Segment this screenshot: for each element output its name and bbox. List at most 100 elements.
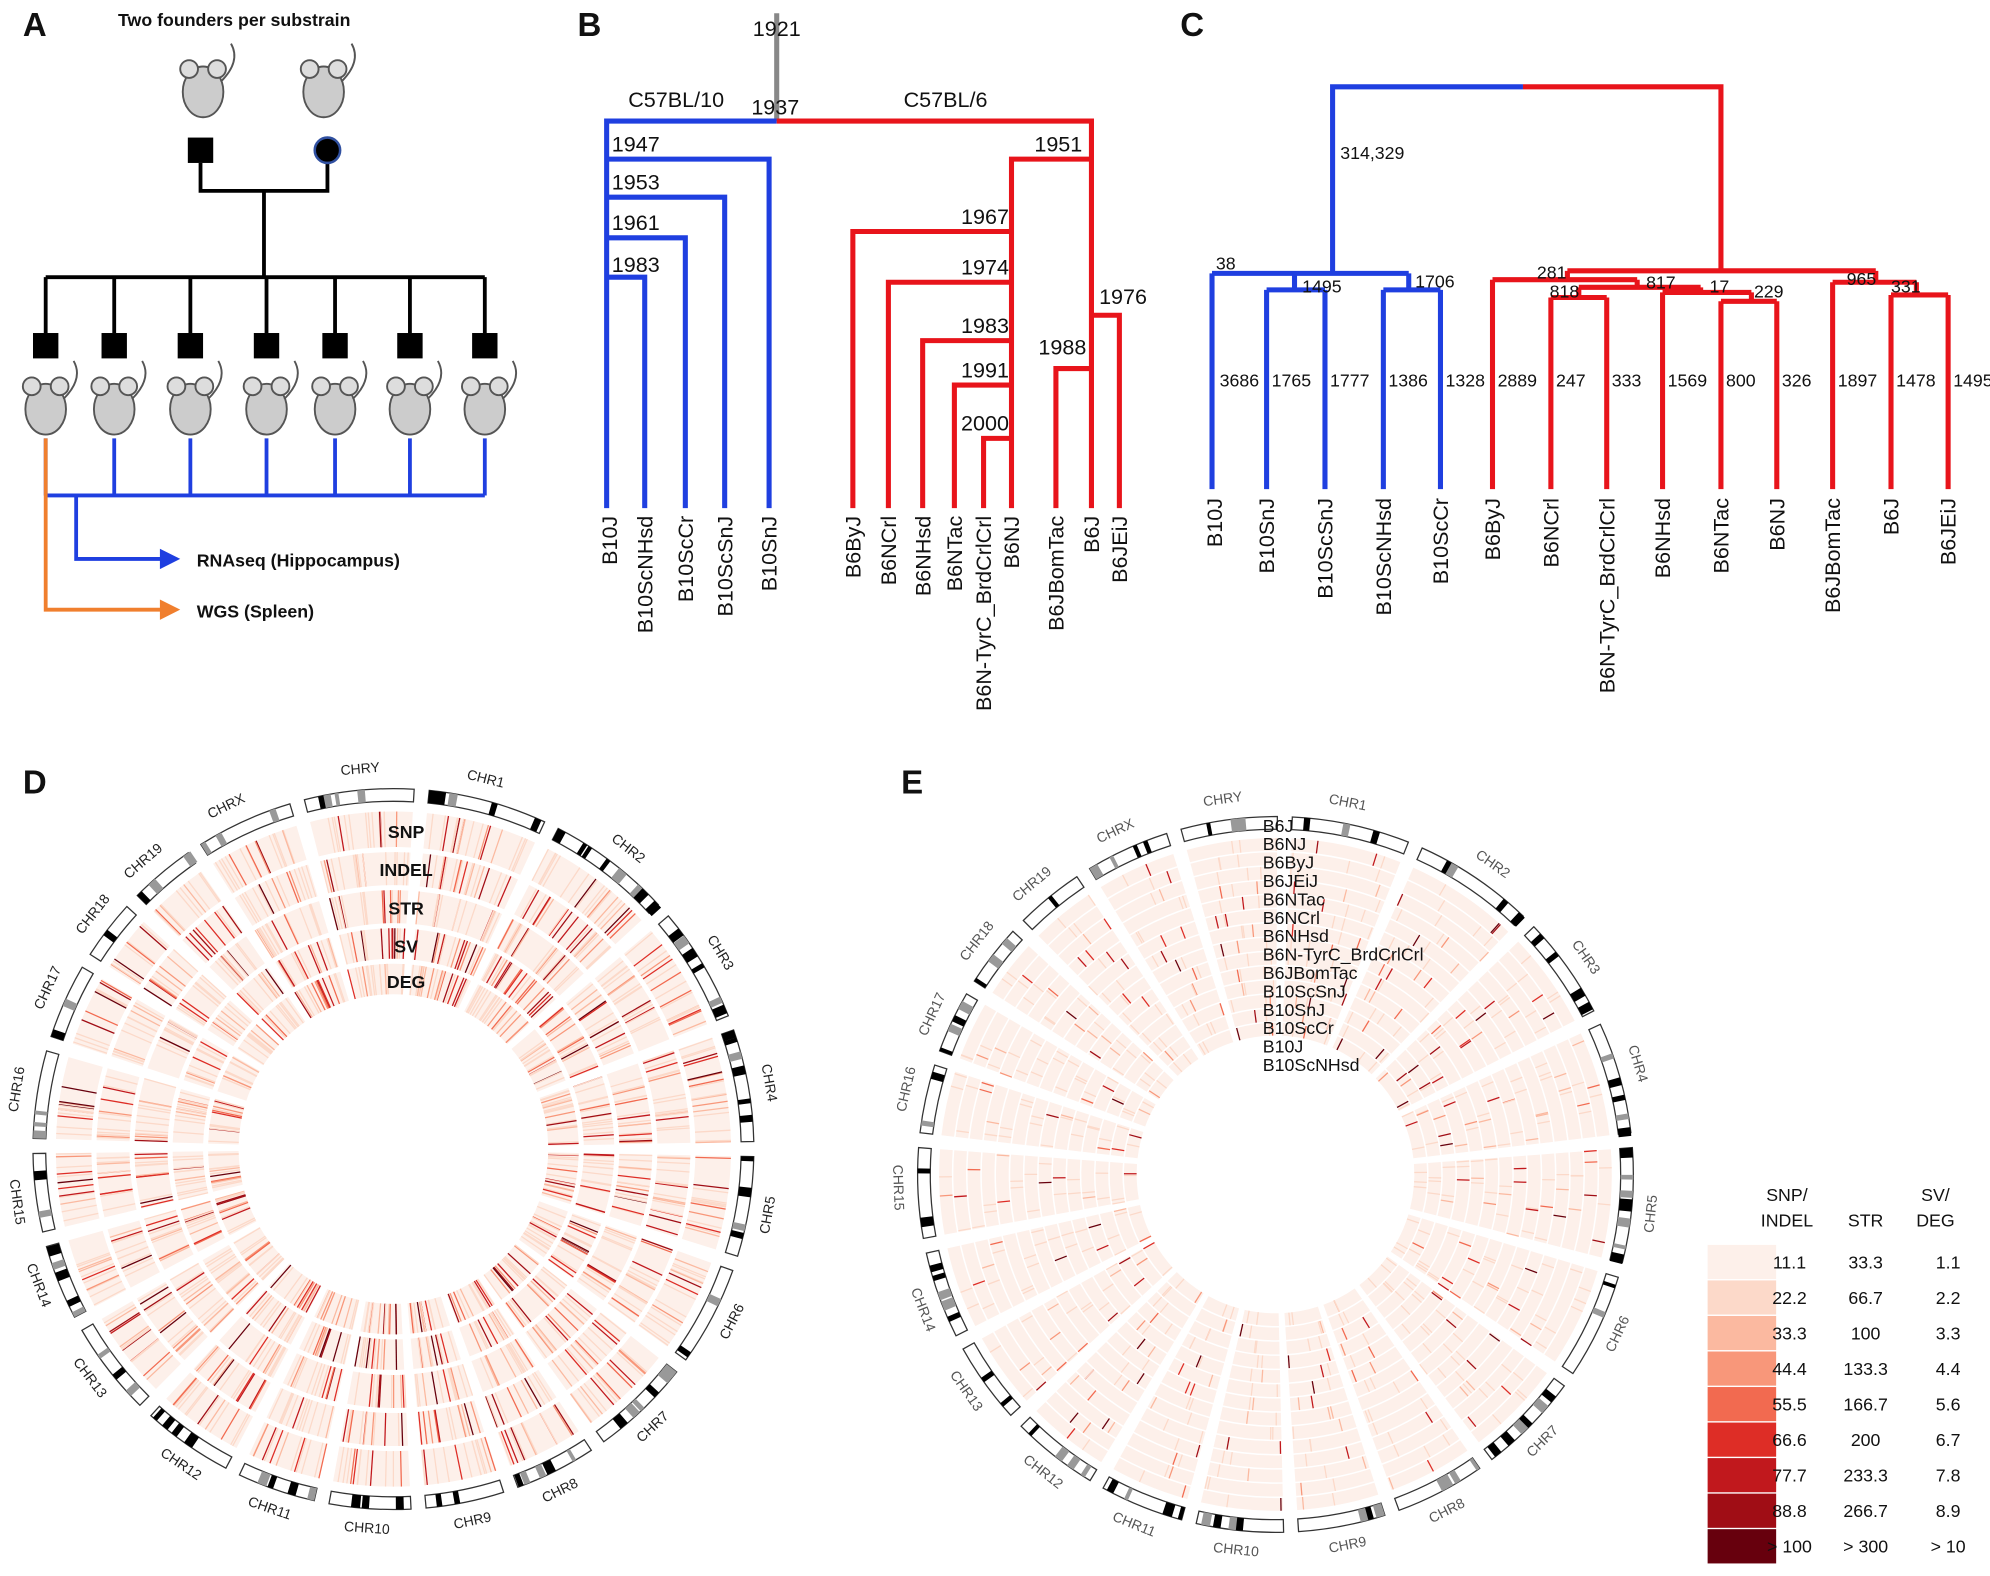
heat-stripe (1483, 936, 1494, 947)
heat-stripe (183, 1281, 211, 1302)
heat-stripe (278, 1311, 296, 1339)
heat-stripe (456, 940, 469, 970)
heat-stripe (1309, 1438, 1312, 1452)
heat-stripe (614, 1194, 647, 1203)
chromosome-label: CHRX (205, 790, 248, 822)
heat-track (1385, 1281, 1433, 1330)
heat-stripe (1501, 1385, 1512, 1395)
heat-track (1194, 866, 1278, 890)
heat-stripe (660, 991, 693, 1010)
heat-track (999, 1026, 1033, 1078)
heat-stripe (96, 1136, 130, 1140)
heat-stripe (98, 1110, 132, 1116)
heat-stripe (1088, 1006, 1099, 1016)
heat-stripe (1578, 1286, 1591, 1293)
heat-stripe (1067, 1352, 1078, 1362)
heat-stripe (540, 1008, 565, 1029)
heat-stripe (326, 938, 337, 968)
heat-track (1038, 1156, 1055, 1217)
heat-stripe (367, 1338, 373, 1369)
strain-label: B6JBomTac (1263, 963, 1358, 983)
heat-stripe (1133, 1277, 1145, 1287)
heat-stripe (1439, 1418, 1448, 1431)
heat-stripe (1136, 1320, 1146, 1331)
mice (21, 43, 518, 436)
heat-stripe (1257, 895, 1260, 909)
heat-track (1498, 951, 1562, 1034)
heat-track (496, 918, 584, 996)
heat-stripe (566, 1292, 593, 1316)
heat-track (1393, 1290, 1444, 1341)
heat-stripe (507, 1300, 527, 1326)
heat-stripe (269, 1010, 291, 1035)
heat-stripe (543, 956, 567, 982)
ideogram-band (1080, 1463, 1092, 1478)
heat-track (1028, 974, 1070, 1023)
heat-stripe (1160, 950, 1168, 963)
heat-track (1026, 1097, 1049, 1147)
heat-stripe (179, 1002, 208, 1023)
heat-stripe (625, 1006, 655, 1024)
heat-stripe (1473, 1305, 1485, 1314)
heat-stripe (431, 855, 438, 889)
heat-stripe (613, 985, 642, 1005)
heat-stripe (1189, 1383, 1196, 1396)
heat-stripe (570, 988, 598, 1011)
heat-stripe (637, 950, 667, 973)
heat-stripe (1246, 1411, 1249, 1424)
heat-track (1402, 1218, 1435, 1267)
heat-stripe (1534, 1026, 1547, 1034)
heat-stripe (1534, 1236, 1548, 1241)
heat-stripe (542, 1099, 573, 1109)
heat-stripe (579, 1105, 611, 1113)
heat-stripe (431, 932, 439, 963)
heat-stripe (1508, 1303, 1520, 1311)
heat-track (1293, 1441, 1366, 1468)
heat-stripe (1537, 1120, 1550, 1125)
heat-stripe (370, 965, 376, 996)
mouse-ear (21, 376, 42, 397)
heat-stripe (164, 1026, 195, 1044)
heat-stripe (506, 1343, 525, 1374)
heat-stripe (444, 974, 456, 1004)
ideogram-band (334, 792, 341, 807)
heat-stripe (1147, 1346, 1156, 1358)
heat-stripe (442, 973, 454, 1003)
heat-stripe (468, 1323, 483, 1352)
heat-stripe (1345, 1446, 1350, 1459)
heat-stripe (198, 1395, 221, 1426)
heat-stripe (144, 1209, 177, 1220)
heat-stripe (427, 1410, 434, 1444)
heat-track (539, 1087, 579, 1146)
heat-stripe (1080, 1301, 1092, 1311)
heat-stripe (194, 982, 221, 1005)
heat-stripe (680, 1045, 716, 1058)
ideogram-band (929, 1262, 944, 1273)
heat-stripe (1449, 1290, 1461, 1299)
heat-stripe (447, 1331, 458, 1361)
heat-stripe (533, 1371, 553, 1401)
heat-stripe (1378, 963, 1386, 976)
heat-stripe (143, 1291, 173, 1311)
heat-track (1453, 1087, 1483, 1152)
heat-stripe (1022, 974, 1033, 984)
mouse-ear (270, 376, 291, 397)
heat-stripe (1491, 1009, 1503, 1019)
heat-track (992, 945, 1039, 1000)
heat-track (1396, 893, 1489, 962)
heat-stripe (1216, 872, 1221, 885)
heat-stripe (220, 1010, 246, 1031)
heat-stripe (1162, 1286, 1173, 1297)
heat-stripe (436, 971, 447, 1001)
heat-stripe (1141, 996, 1150, 1008)
heat-stripe (1043, 1017, 1056, 1026)
heat-stripe (494, 1265, 516, 1290)
heat-stripe (642, 1052, 675, 1065)
heat-stripe (383, 811, 386, 848)
heat-stripe (1046, 1113, 1059, 1119)
heat-stripe (640, 1322, 670, 1344)
chromosome-label: CHR15 (7, 1178, 29, 1226)
heat-stripe (1182, 1053, 1192, 1065)
ideogram (1088, 832, 1172, 881)
heat-stripe (560, 1042, 588, 1059)
